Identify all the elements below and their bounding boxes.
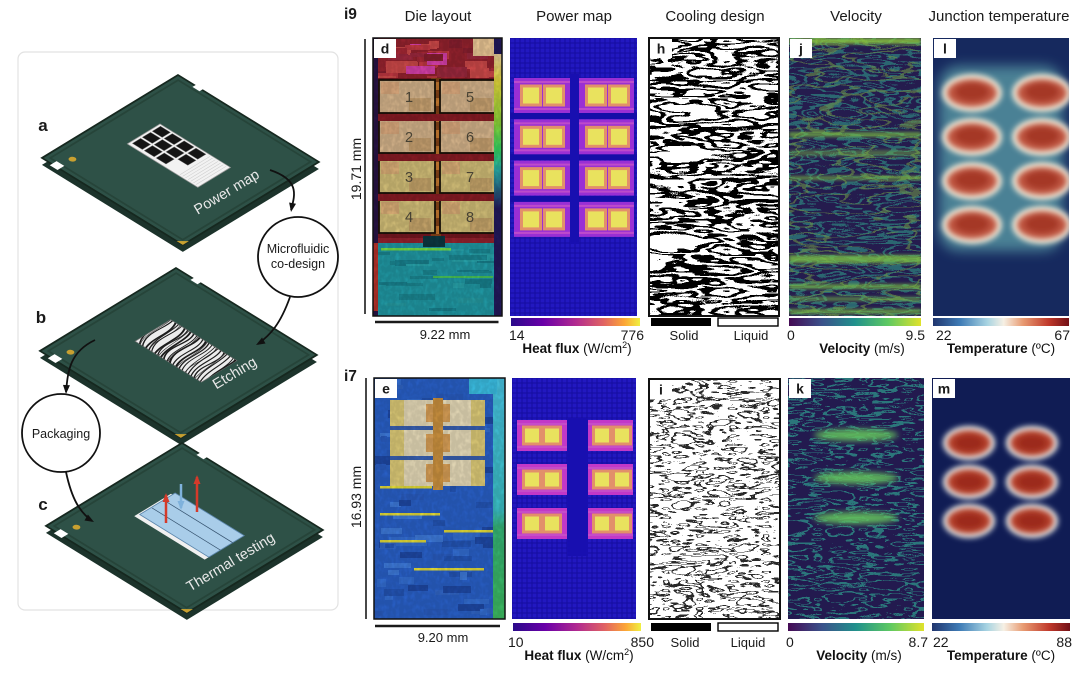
svg-text:Junction temperature: Junction temperature xyxy=(929,8,1070,25)
svg-text:Temperature (ºC): Temperature (ºC) xyxy=(947,648,1055,663)
svg-text:h: h xyxy=(657,41,666,57)
svg-text:k: k xyxy=(796,381,804,397)
svg-text:776: 776 xyxy=(621,327,645,343)
svg-text:e: e xyxy=(382,381,390,397)
svg-text:Die layout: Die layout xyxy=(405,8,473,25)
svg-text:i: i xyxy=(659,382,663,398)
svg-text:d: d xyxy=(381,41,390,57)
svg-text:Liquid: Liquid xyxy=(734,328,769,343)
svg-text:19.71 mm: 19.71 mm xyxy=(348,138,364,200)
svg-text:a: a xyxy=(38,116,48,135)
svg-text:j: j xyxy=(798,41,803,57)
svg-text:b: b xyxy=(36,308,46,327)
svg-text:0: 0 xyxy=(787,327,795,343)
svg-text:i7: i7 xyxy=(344,368,357,385)
svg-text:Cooling design: Cooling design xyxy=(665,8,764,25)
svg-text:Temperature (ºC): Temperature (ºC) xyxy=(947,341,1055,356)
svg-text:850: 850 xyxy=(631,634,655,650)
svg-text:Heat flux (W/cm2): Heat flux (W/cm2) xyxy=(524,647,633,663)
svg-text:14: 14 xyxy=(509,327,525,343)
svg-text:Power map: Power map xyxy=(536,8,612,25)
svg-text:Microfluidic: Microfluidic xyxy=(267,242,330,256)
svg-text:Liquid: Liquid xyxy=(731,635,766,650)
svg-text:10: 10 xyxy=(508,634,524,650)
svg-text:67: 67 xyxy=(1054,327,1070,343)
svg-text:l: l xyxy=(943,41,947,57)
svg-text:Solid: Solid xyxy=(670,328,699,343)
svg-text:16.93 mm: 16.93 mm xyxy=(348,466,364,528)
svg-text:Solid: Solid xyxy=(671,635,700,650)
svg-text:co-design: co-design xyxy=(271,257,325,271)
svg-text:9.5: 9.5 xyxy=(906,327,926,343)
svg-text:22: 22 xyxy=(936,327,952,343)
svg-text:Velocity: Velocity xyxy=(830,8,882,25)
svg-text:Heat flux (W/cm2): Heat flux (W/cm2) xyxy=(522,340,631,356)
svg-text:8.7: 8.7 xyxy=(909,634,929,650)
svg-text:c: c xyxy=(38,495,47,514)
svg-text:9.22 mm: 9.22 mm xyxy=(420,327,471,342)
svg-text:9.20 mm: 9.20 mm xyxy=(418,630,469,645)
svg-text:Velocity (m/s): Velocity (m/s) xyxy=(816,648,902,663)
svg-text:22: 22 xyxy=(933,634,949,650)
svg-text:Packaging: Packaging xyxy=(32,427,90,441)
svg-text:0: 0 xyxy=(786,634,794,650)
svg-text:i9: i9 xyxy=(344,6,357,23)
svg-text:88: 88 xyxy=(1056,634,1072,650)
svg-text:Velocity (m/s): Velocity (m/s) xyxy=(819,341,905,356)
svg-text:m: m xyxy=(938,381,950,397)
